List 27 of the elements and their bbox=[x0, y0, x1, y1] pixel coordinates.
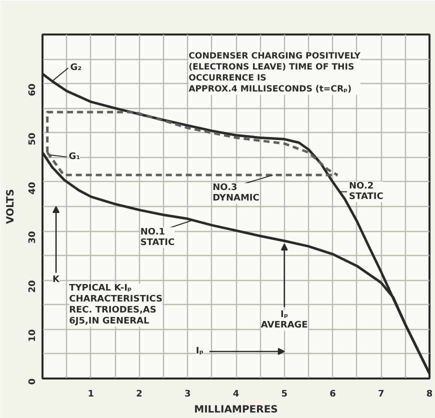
annotation: NO.1 STATIC bbox=[140, 227, 176, 248]
annotation: Iₚ AVERAGE bbox=[260, 310, 308, 331]
x-tick-label: 3 bbox=[184, 390, 191, 400]
x-tick-label: 5 bbox=[281, 390, 288, 400]
x-tick-label: 8 bbox=[426, 390, 433, 400]
y-tick-label: 10 bbox=[28, 329, 38, 342]
x-tick-label: 4 bbox=[232, 390, 240, 400]
y-tick-label: 50 bbox=[28, 132, 38, 146]
annotation: G₂ bbox=[70, 62, 82, 73]
x-tick-label: 1 bbox=[88, 390, 94, 400]
annotation: TYPICAL K-Iₚ CHARACTERISTICS REC. TRIODES,AS 6J5,IN GENERAL bbox=[69, 284, 163, 327]
x-tick-label: 2 bbox=[136, 390, 142, 400]
y-tick-label: 60 bbox=[28, 84, 38, 96]
y-tick-label: 40 bbox=[28, 182, 38, 194]
annotation: Iₚ bbox=[196, 346, 204, 356]
x-tick-label: 6 bbox=[330, 390, 336, 400]
y-axis-title: VOLTS bbox=[6, 189, 16, 224]
annotation: NO.3 DYNAMIC bbox=[212, 183, 260, 204]
y-tick-label: 0 bbox=[28, 378, 38, 385]
y-tick-label: 30 bbox=[28, 231, 38, 244]
annotation: NO.2 STATIC bbox=[349, 182, 384, 202]
annotation: G₁ bbox=[68, 152, 80, 162]
x-tick-label: 7 bbox=[378, 390, 384, 400]
annotation: K bbox=[52, 275, 61, 286]
y-tick-label: 20 bbox=[28, 280, 38, 293]
x-axis-title: MILLIAMPERES bbox=[194, 404, 278, 416]
annotation: CONDENSER CHARGING POSITIVELY (ELECTRONS LEAVE) TIME OF THIS OCCURRENCE IS APPROX.4 MILLISECONDS (t=CRₚ) bbox=[188, 52, 362, 95]
